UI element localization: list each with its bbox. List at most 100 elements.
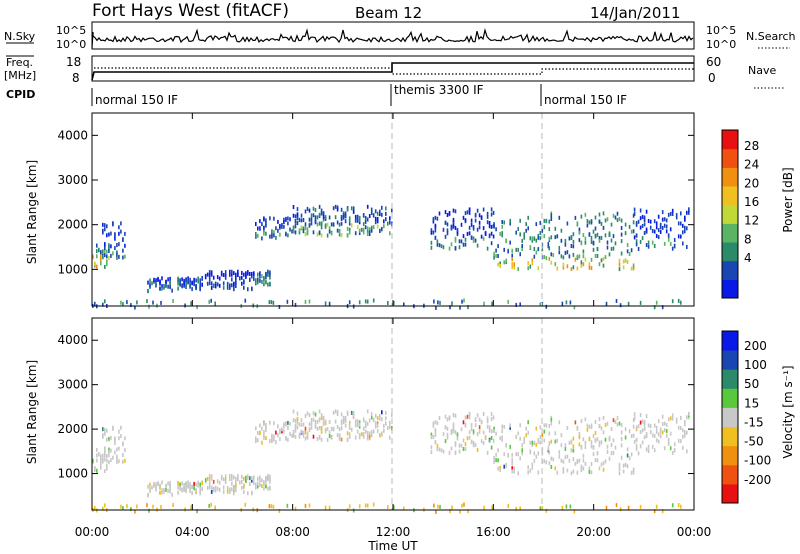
- velocity-echo-pixel: [257, 484, 259, 489]
- velocity-echo-pixel: [488, 425, 491, 430]
- power-echo-pixel: [446, 213, 449, 217]
- power-echo-pixel: [124, 254, 126, 259]
- power-echo-pixel: [446, 222, 449, 227]
- power-echo-pixel: [529, 236, 532, 241]
- power-echo-pixel: [233, 271, 235, 276]
- power-echo-pixel: [306, 231, 309, 236]
- colorbar-tick-label: 16: [744, 195, 759, 209]
- power-echo-pixel: [688, 207, 690, 212]
- power-echo-pixel: [671, 246, 674, 251]
- power-echo-pixel: [535, 238, 538, 243]
- power-echo-pixel: [564, 238, 567, 243]
- colorbar-tick-label: 50: [744, 377, 759, 391]
- velocity-echo-pixel: [495, 458, 497, 463]
- power-echo-pixel: [370, 211, 373, 215]
- velocity-echo-pixel: [458, 443, 461, 448]
- velocity-echo-pixel: [529, 449, 532, 454]
- power-echo-pixel: [454, 246, 457, 251]
- power-echo-pixel: [261, 222, 263, 227]
- velocity-echo-pixel: [348, 423, 351, 428]
- velocity-echo-pixel: [146, 503, 148, 508]
- velocity-echo-pixel: [149, 482, 151, 487]
- velocity-echo-pixel: [598, 466, 601, 471]
- power-echo-pixel: [224, 275, 227, 280]
- velocity-echo-pixel: [572, 448, 575, 453]
- power-echo-pixel: [243, 272, 245, 277]
- power-echo-pixel: [612, 246, 615, 251]
- velocity-echo-pixel: [476, 447, 479, 452]
- velocity-echo-pixel: [346, 438, 349, 442]
- power-echo-pixel: [314, 215, 317, 220]
- power-echo-pixel: [521, 244, 523, 248]
- power-echo-pixel: [537, 266, 540, 271]
- velocity-echo-pixel: [191, 491, 193, 496]
- power-echo-pixel: [572, 239, 575, 244]
- velocity-echo-pixel: [653, 423, 656, 428]
- power-echo-pixel: [582, 233, 585, 237]
- power-echo-pixel: [680, 300, 682, 305]
- power-echo-pixel: [505, 239, 507, 244]
- velocity-echo-pixel: [273, 437, 275, 442]
- velocity-echo-pixel: [187, 480, 189, 485]
- velocity-echo-pixel: [432, 434, 435, 439]
- power-echo-pixel: [118, 242, 120, 247]
- power-echo-pixel: [570, 235, 573, 240]
- power-echo-pixel: [120, 300, 122, 305]
- velocity-echo-pixel: [285, 436, 287, 441]
- velocity-echo-pixel: [436, 421, 439, 426]
- power-echo-pixel: [210, 270, 213, 275]
- velocity-echo-pixel: [647, 423, 650, 428]
- velocity-echo-pixel: [350, 410, 353, 415]
- velocity-echo-pixel: [472, 440, 475, 445]
- power-echo-pixel: [159, 279, 161, 284]
- velocity-echo-pixel: [364, 424, 367, 429]
- power-echo-pixel: [497, 254, 499, 258]
- velocity-echo-pixel: [112, 426, 114, 431]
- velocity-echo-pixel: [314, 424, 317, 429]
- velocity-echo-pixel: [432, 421, 435, 426]
- velocity-echo-pixel: [464, 422, 467, 427]
- power-echo-pixel: [287, 233, 289, 238]
- power-echo-pixel: [348, 230, 351, 235]
- power-echo-pixel: [287, 216, 289, 221]
- power-echo-pixel: [265, 272, 267, 277]
- velocity-echo-pixel: [370, 415, 373, 420]
- power-echo-pixel: [594, 226, 597, 231]
- power-echo-pixel: [300, 225, 303, 230]
- power-echo-pixel: [152, 300, 154, 305]
- power-echo-pixel: [312, 230, 315, 235]
- power-echo-pixel: [300, 213, 303, 218]
- velocity-echo-pixel: [651, 433, 654, 438]
- velocity-echo-pixel: [610, 427, 613, 431]
- velocity-echo-pixel: [208, 503, 210, 508]
- velocity-echo-pixel: [253, 481, 255, 486]
- velocity-echo-pixel: [548, 461, 551, 466]
- velocity-echo-pixel: [289, 421, 291, 426]
- velocity-echo-pixel: [635, 446, 638, 451]
- power-echo-pixel: [104, 242, 106, 247]
- power-echo-pixel: [159, 281, 161, 286]
- power-echo-pixel: [348, 227, 351, 232]
- power-echo-pixel: [503, 247, 505, 252]
- velocity-echo-pixel: [513, 466, 515, 471]
- velocity-echo-pixel: [320, 413, 323, 418]
- power-echo-pixel: [308, 208, 311, 213]
- nsky-panel: N.Sky 10^5 10^0 N.Search 10^5 10^0: [4, 21, 796, 51]
- velocity-echo-pixel: [643, 435, 646, 440]
- velocity-echo-pixel: [247, 491, 249, 496]
- velocity-echo-pixel: [602, 430, 605, 435]
- power-echo-pixel: [374, 216, 377, 221]
- power-echo-pixel: [169, 280, 171, 285]
- power-echo-pixel: [370, 207, 373, 212]
- velocity-echo-pixel: [594, 430, 597, 435]
- power-echo-pixel: [334, 215, 337, 220]
- velocity-echo-pixel: [580, 464, 583, 469]
- velocity-echo-pixel: [452, 422, 455, 427]
- power-echo-pixel: [645, 229, 648, 234]
- power-echo-pixel: [594, 234, 597, 239]
- velocity-echo-pixel: [259, 475, 261, 480]
- velocity-echo-pixel: [598, 424, 601, 428]
- velocity-echo-pixel: [201, 481, 203, 485]
- velocity-echo-pixel: [592, 445, 595, 449]
- power-echo-pixel: [320, 208, 323, 213]
